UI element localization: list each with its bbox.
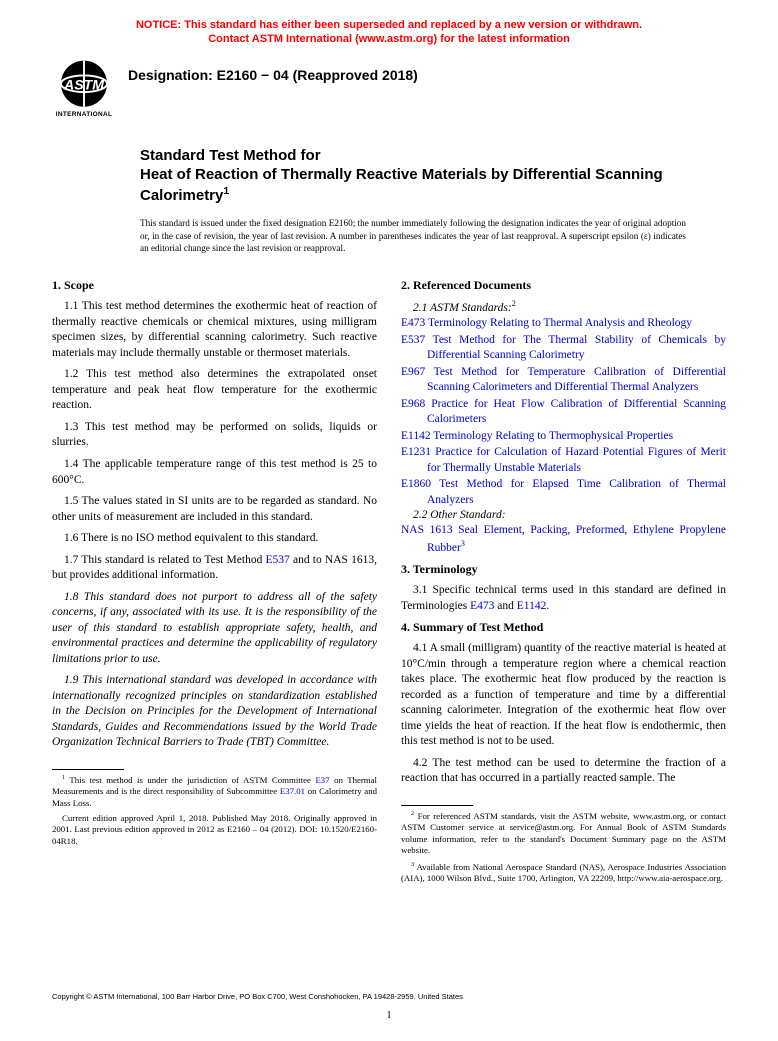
issuance-note: This standard is issued under the fixed … <box>140 217 686 254</box>
footnote-rule-left <box>52 769 124 770</box>
title-block: Standard Test Method for Heat of Reactio… <box>140 146 686 255</box>
astm-logo-block: ASTM INTERNATIONAL <box>52 59 116 118</box>
title-line2: Heat of Reaction of Thermally Reactive M… <box>140 165 686 205</box>
footnote-1: 1 This test method is under the jurisdic… <box>52 774 377 809</box>
summary-4-2: 4.2 The test method can be used to deter… <box>401 756 726 787</box>
link-e537[interactable]: E537 <box>266 554 290 566</box>
ref-e1860[interactable]: E1860 Test Method for Elapsed Time Calib… <box>401 477 726 508</box>
link-e37[interactable]: E37 <box>315 775 329 785</box>
notice-line1: NOTICE: This standard has either been su… <box>136 19 642 31</box>
body-columns: 1. Scope 1.1 This test method determines… <box>52 272 726 884</box>
referenced-heading: 2. Referenced Documents <box>401 278 726 293</box>
copyright: Copyright © ASTM International, 100 Barr… <box>52 992 463 1001</box>
other-standard-label: 2.2 Other Standard: <box>401 509 726 521</box>
terminology-3-1: 3.1 Specific technical terms used in thi… <box>401 583 726 614</box>
scope-1-6: 1.6 There is no ISO method equivalent to… <box>52 531 377 547</box>
title-line1: Standard Test Method for <box>140 146 686 166</box>
footnote-2: 2 For referenced ASTM standards, visit t… <box>401 810 726 857</box>
terminology-heading: 3. Terminology <box>401 562 726 577</box>
link-e1142[interactable]: E1142 <box>517 600 547 612</box>
ref-e1231[interactable]: E1231 Practice for Calculation of Hazard… <box>401 445 726 476</box>
astm-standards-label: 2.1 ASTM Standards:2 <box>401 299 726 314</box>
astm-logo: ASTM <box>52 59 116 111</box>
scope-1-3: 1.3 This test method may be performed on… <box>52 420 377 451</box>
right-column: 2. Referenced Documents 2.1 ASTM Standar… <box>401 272 726 884</box>
summary-4-1: 4.1 A small (milligram) quantity of the … <box>401 641 726 750</box>
ref-e473[interactable]: E473 Terminology Relating to Thermal Ana… <box>401 316 726 332</box>
ref-e967[interactable]: E967 Test Method for Temperature Calibra… <box>401 365 726 396</box>
header-row: ASTM INTERNATIONAL Designation: E2160 − … <box>52 59 726 118</box>
scope-1-9: 1.9 This international standard was deve… <box>52 673 377 751</box>
footnote-rule-right <box>401 805 473 806</box>
logo-label: INTERNATIONAL <box>52 111 116 118</box>
left-column: 1. Scope 1.1 This test method determines… <box>52 272 377 884</box>
scope-1-5: 1.5 The values stated in SI units are to… <box>52 494 377 525</box>
notice-line2: Contact ASTM International (www.astm.org… <box>208 33 570 45</box>
ref-e537[interactable]: E537 Test Method for The Thermal Stabili… <box>401 333 726 364</box>
link-e37-01[interactable]: E37.01 <box>280 786 305 796</box>
scope-heading: 1. Scope <box>52 278 377 293</box>
summary-heading: 4. Summary of Test Method <box>401 620 726 635</box>
link-e473[interactable]: E473 <box>470 600 494 612</box>
scope-1-4: 1.4 The applicable temperature range of … <box>52 457 377 488</box>
scope-1-7: 1.7 This standard is related to Test Met… <box>52 553 377 584</box>
designation: Designation: E2160 − 04 (Reapproved 2018… <box>128 59 418 83</box>
page-number: 1 <box>0 1010 778 1021</box>
scope-1-2: 1.2 This test method also determines the… <box>52 367 377 414</box>
ref-e1142[interactable]: E1142 Terminology Relating to Thermophys… <box>401 429 726 445</box>
footnote-1b: Current edition approved April 1, 2018. … <box>52 813 377 847</box>
supersession-notice: NOTICE: This standard has either been su… <box>52 18 726 47</box>
ref-e968[interactable]: E968 Practice for Heat Flow Calibration … <box>401 397 726 428</box>
svg-text:ASTM: ASTM <box>63 76 104 92</box>
scope-1-8: 1.8 This standard does not purport to ad… <box>52 590 377 668</box>
footnote-3: 3 Available from National Aerospace Stan… <box>401 861 726 885</box>
ref-nas1613[interactable]: NAS 1613 Seal Element, Packing, Preforme… <box>401 523 726 556</box>
scope-1-1: 1.1 This test method determines the exot… <box>52 299 377 361</box>
astm-refs-list: E473 Terminology Relating to Thermal Ana… <box>401 316 726 508</box>
